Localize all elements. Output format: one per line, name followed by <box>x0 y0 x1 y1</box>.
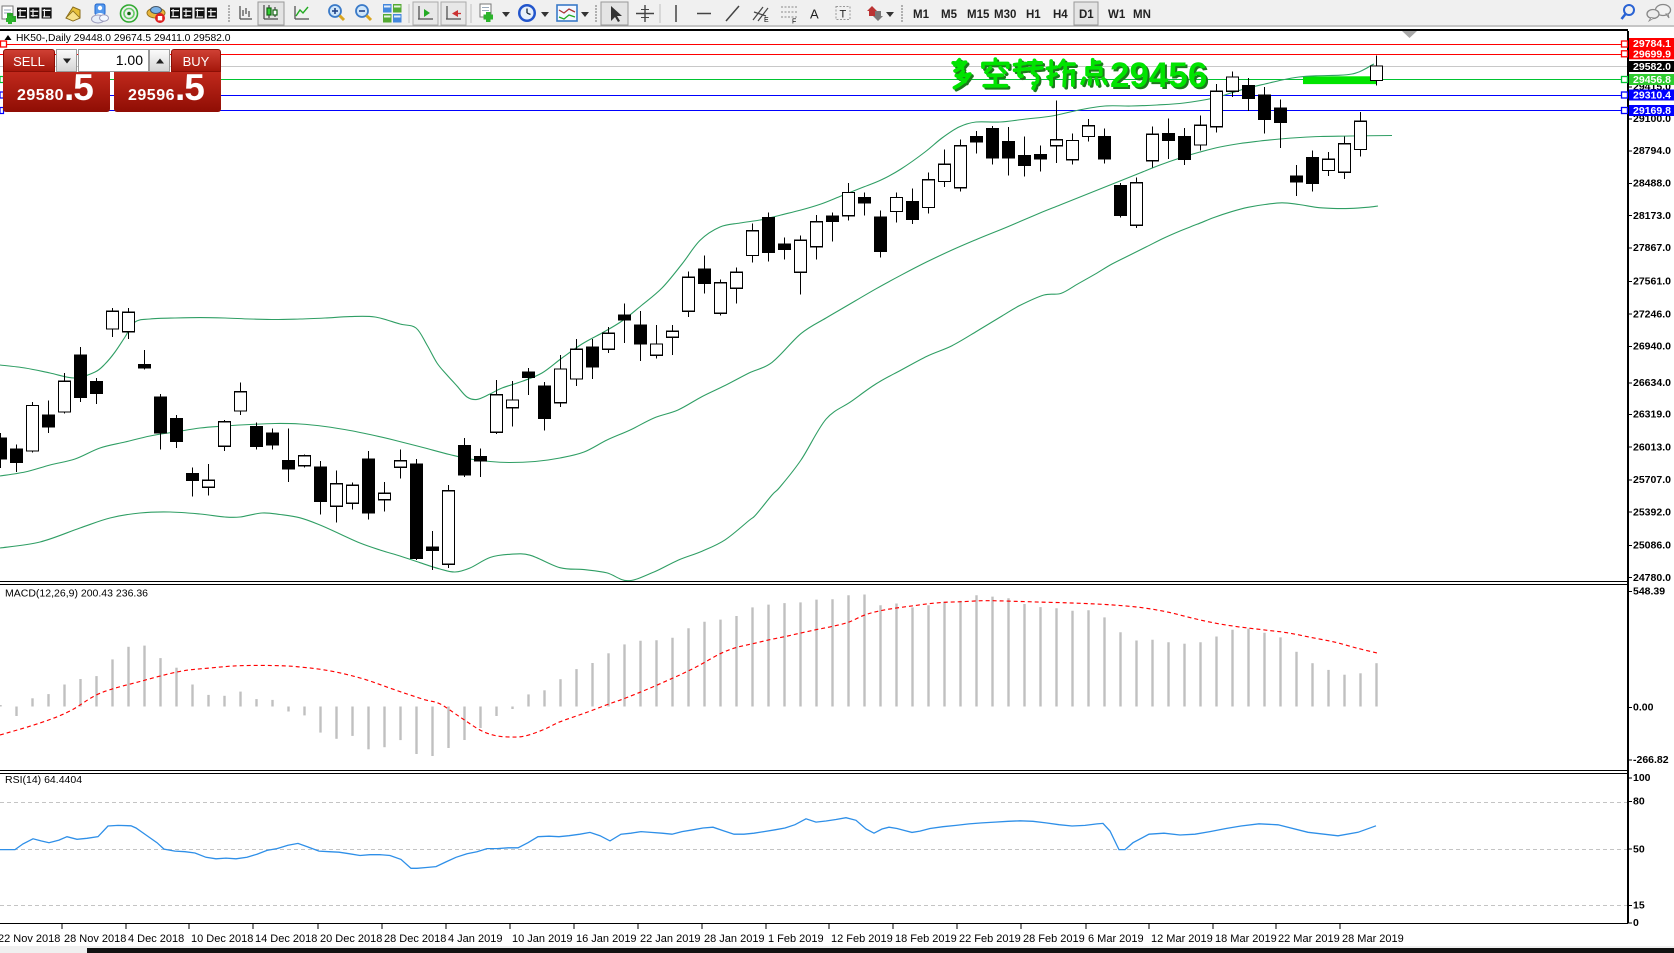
svg-text:24780.0: 24780.0 <box>1633 572 1671 584</box>
svg-text:22 Nov 2018: 22 Nov 2018 <box>0 933 60 945</box>
svg-text:HK50-,Daily 29448.0 29674.5 2: HK50-,Daily 29448.0 29674.5 29411.0 2958… <box>16 33 231 44</box>
svg-text:22 Feb 2019: 22 Feb 2019 <box>959 933 1021 945</box>
svg-text:26013.0: 26013.0 <box>1633 441 1671 453</box>
svg-text:27246.0: 27246.0 <box>1633 308 1671 320</box>
svg-text:29784.1: 29784.1 <box>1633 38 1671 50</box>
svg-text:T: T <box>840 9 847 21</box>
svg-text:M5: M5 <box>941 9 958 21</box>
svg-text:H4: H4 <box>1053 9 1068 21</box>
svg-text:D1: D1 <box>1079 9 1094 21</box>
svg-text:27867.0: 27867.0 <box>1633 242 1671 254</box>
svg-text:E: E <box>764 17 769 24</box>
svg-text:14 Dec 2018: 14 Dec 2018 <box>255 933 317 945</box>
svg-text:28 Jan 2019: 28 Jan 2019 <box>704 933 765 945</box>
svg-text:28 Feb 2019: 28 Feb 2019 <box>1023 933 1085 945</box>
svg-text:548.39: 548.39 <box>1633 586 1665 598</box>
svg-text:28 Dec 2018: 28 Dec 2018 <box>384 933 446 945</box>
svg-text:29456: 29456 <box>1110 56 1207 95</box>
svg-text:25086.0: 25086.0 <box>1633 540 1671 552</box>
svg-text:15: 15 <box>1633 900 1645 912</box>
svg-text:12 Mar 2019: 12 Mar 2019 <box>1151 933 1213 945</box>
svg-text:A: A <box>810 7 819 22</box>
svg-text:10 Jan 2019: 10 Jan 2019 <box>512 933 573 945</box>
svg-text:28488.0: 28488.0 <box>1633 178 1671 190</box>
svg-text:16 Jan 2019: 16 Jan 2019 <box>576 933 637 945</box>
svg-text:25392.0: 25392.0 <box>1633 506 1671 518</box>
svg-text:25707.0: 25707.0 <box>1633 474 1671 486</box>
svg-text:6 Mar 2019: 6 Mar 2019 <box>1088 933 1144 945</box>
svg-text:28794.0: 28794.0 <box>1633 145 1671 157</box>
svg-text:4 Dec 2018: 4 Dec 2018 <box>128 933 184 945</box>
svg-text:28173.0: 28173.0 <box>1633 210 1671 222</box>
svg-text:MN: MN <box>1133 9 1151 21</box>
svg-text:29169.8: 29169.8 <box>1633 105 1671 117</box>
svg-text:12 Feb 2019: 12 Feb 2019 <box>831 933 893 945</box>
svg-text:29582.0: 29582.0 <box>1633 61 1671 73</box>
svg-text:22 Jan 2019: 22 Jan 2019 <box>640 933 701 945</box>
svg-text:M1: M1 <box>913 9 930 21</box>
svg-text:27561.0: 27561.0 <box>1633 276 1671 288</box>
svg-text:4 Jan 2019: 4 Jan 2019 <box>448 933 502 945</box>
svg-text:M30: M30 <box>994 9 1016 21</box>
svg-text:0.00: 0.00 <box>1633 702 1654 714</box>
svg-text:100: 100 <box>1633 772 1651 784</box>
svg-text:29100.0: 29100.0 <box>1633 113 1671 125</box>
svg-text:H1: H1 <box>1026 9 1041 21</box>
svg-text:M15: M15 <box>967 9 990 21</box>
svg-text:80: 80 <box>1633 796 1645 808</box>
svg-text:-266.82: -266.82 <box>1633 754 1669 766</box>
svg-text:F: F <box>792 19 796 26</box>
svg-text:22 Mar 2019: 22 Mar 2019 <box>1278 933 1340 945</box>
svg-text:28 Mar 2019: 28 Mar 2019 <box>1342 933 1404 945</box>
svg-text:26634.0: 26634.0 <box>1633 377 1671 389</box>
svg-text:0: 0 <box>1633 917 1639 929</box>
svg-text:26940.0: 26940.0 <box>1633 341 1671 353</box>
svg-text:29310.4: 29310.4 <box>1633 90 1671 102</box>
svg-text:18 Feb 2019: 18 Feb 2019 <box>895 933 957 945</box>
svg-text:18 Mar 2019: 18 Mar 2019 <box>1215 933 1277 945</box>
svg-text:29456.8: 29456.8 <box>1633 74 1671 86</box>
svg-text:MACD(12,26,9) 200.43 236.36: MACD(12,26,9) 200.43 236.36 <box>5 588 148 600</box>
svg-text:29456: 29456 <box>1112 58 1209 97</box>
svg-text:W1: W1 <box>1108 9 1126 21</box>
svg-text:28 Nov 2018: 28 Nov 2018 <box>64 933 126 945</box>
svg-text:50: 50 <box>1633 843 1645 855</box>
svg-text:20 Dec 2018: 20 Dec 2018 <box>320 933 382 945</box>
svg-text:29699.9: 29699.9 <box>1633 49 1671 61</box>
svg-text:26319.0: 26319.0 <box>1633 409 1671 421</box>
svg-text:1 Feb 2019: 1 Feb 2019 <box>768 933 824 945</box>
svg-text:10 Dec 2018: 10 Dec 2018 <box>191 933 253 945</box>
svg-text:RSI(14) 64.4404: RSI(14) 64.4404 <box>5 774 82 786</box>
